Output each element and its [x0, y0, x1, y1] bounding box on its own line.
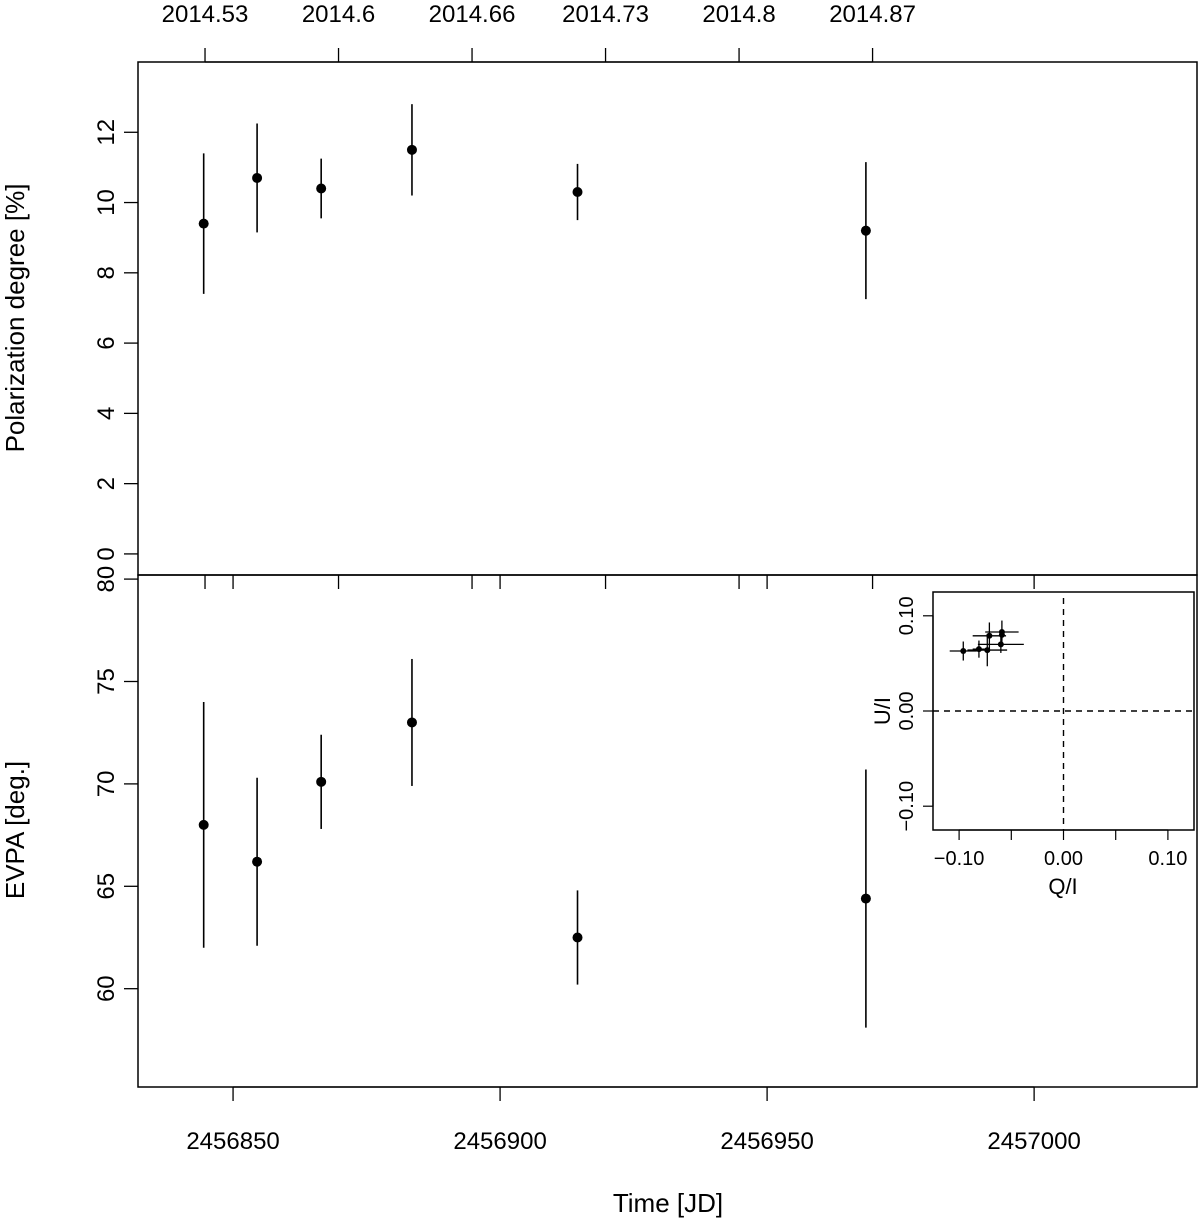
polarization-degree-panel: 0 2 4 6 8 10 12 2014.53 2014.6 2014.66 2014.73 2014… — [93, 1, 1198, 576]
inset-x-tick-label: 0.00 — [1044, 848, 1083, 870]
data-point — [198, 819, 209, 830]
top-x-tick-label: 2014.87 — [829, 1, 916, 28]
data-point — [406, 717, 417, 728]
data-point — [860, 225, 871, 236]
top-x-tick-label: 2014.8 — [702, 1, 775, 28]
y-tick-label: 70 — [93, 771, 120, 798]
data-point — [860, 893, 871, 904]
y-tick-label: 0 — [93, 547, 120, 560]
inset-y-axis-title: U/I — [870, 697, 895, 725]
data-point — [316, 776, 327, 787]
y-tick-label: 60 — [93, 975, 120, 1002]
top-x-tick-label: 2014.73 — [562, 1, 649, 28]
inset-x-tick-label: 0.10 — [1148, 848, 1187, 870]
y-tick-label: 2 — [93, 477, 120, 490]
inset-data-point — [986, 632, 993, 639]
data-point — [252, 856, 263, 867]
y-tick-label: 4 — [93, 407, 120, 420]
y-axis-title-polarization: Polarization degree [%] — [0, 184, 30, 453]
y-tick-label: 65 — [93, 873, 120, 900]
y-tick-label: 8 — [93, 266, 120, 279]
top-x-tick-label: 2014.53 — [162, 1, 249, 28]
inset-data-point — [998, 631, 1005, 638]
y-tick-label: 80 — [93, 566, 120, 593]
inset-y-tick-label: 0.00 — [896, 692, 918, 731]
plot-frame — [137, 61, 1198, 576]
data-point — [252, 172, 263, 183]
qu-inset-panel: −0.10 0.00 0.10 −0.10 0.00 0.10 — [896, 591, 1195, 870]
x-tick-label: 2456900 — [453, 1128, 546, 1155]
y-axis-title-evpa: EVPA [deg.] — [0, 761, 30, 899]
inset-x-tick-label: −0.10 — [934, 848, 985, 870]
x-tick-label: 2456950 — [720, 1128, 813, 1155]
x-axis-title: Time [JD] — [613, 1188, 723, 1218]
x-tick-label: 2457000 — [987, 1128, 1080, 1155]
inset-data-point — [975, 646, 982, 653]
y-tick-label: 6 — [93, 336, 120, 349]
y-tick-label: 10 — [93, 189, 120, 216]
y-tick-label: 75 — [93, 668, 120, 695]
data-point — [572, 932, 583, 943]
y-tick-label: 12 — [93, 119, 120, 146]
data-point — [198, 218, 209, 229]
top-x-tick-label: 2014.66 — [429, 1, 516, 28]
evpa-panel: 60 65 70 75 80 2456850 2456900 2456950 2457000 — [93, 566, 1198, 1155]
inset-y-tick-label: 0.10 — [896, 596, 918, 635]
inset-x-axis-title: Q/I — [1048, 874, 1077, 899]
data-point — [406, 144, 417, 155]
x-tick-label: 2456850 — [186, 1128, 279, 1155]
inset-data-point — [960, 648, 967, 655]
top-x-tick-label: 2014.6 — [302, 1, 375, 28]
data-point — [316, 183, 327, 194]
inset-y-tick-label: −0.10 — [896, 781, 918, 832]
data-point — [572, 187, 583, 198]
inset-data-point — [997, 641, 1004, 648]
